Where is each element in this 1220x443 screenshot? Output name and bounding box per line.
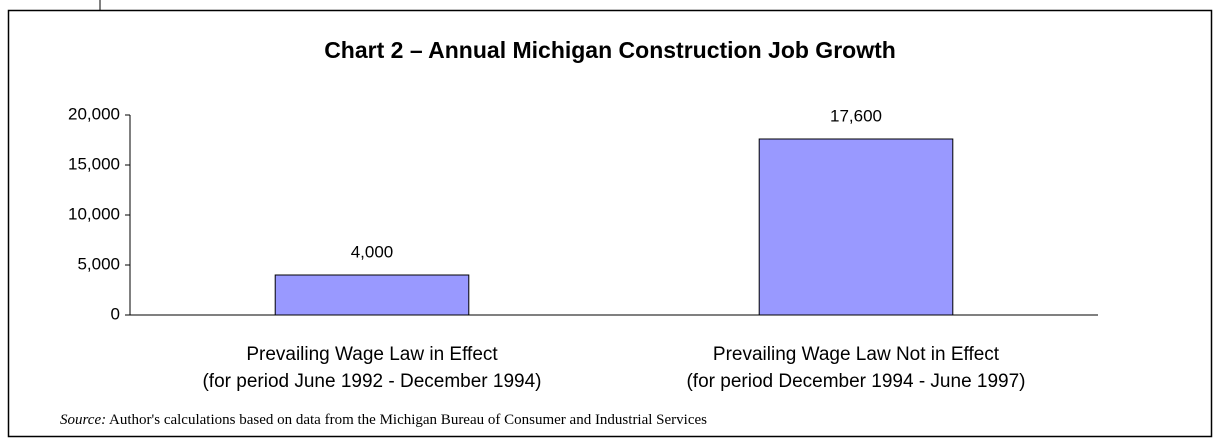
x-tick-label: (for period December 1994 - June 1997) bbox=[686, 371, 1025, 392]
x-tick-label: Prevailing Wage Law in Effect bbox=[246, 344, 498, 365]
y-tick-label: 20,000 bbox=[68, 104, 120, 123]
value-label: 17,600 bbox=[830, 106, 882, 125]
x-tick-label: (for period June 1992 - December 1994) bbox=[202, 371, 541, 392]
value-label: 4,000 bbox=[351, 242, 394, 261]
x-tick-label: Prevailing Wage Law Not in Effect bbox=[713, 344, 1000, 365]
y-tick-label: 0 bbox=[111, 304, 120, 323]
source: Source: Author's calculations based on d… bbox=[60, 412, 707, 428]
bar bbox=[758, 138, 954, 316]
y-tick-label: 15,000 bbox=[68, 154, 120, 173]
chart-frame bbox=[7, 9, 1213, 438]
source-label: Source: bbox=[60, 412, 106, 428]
bar bbox=[274, 274, 470, 316]
source-text: Author's calculations based on data from… bbox=[109, 412, 707, 428]
chart-title: Chart 2 – Annual Michigan Construction J… bbox=[324, 37, 896, 63]
y-tick-label: 5,000 bbox=[77, 254, 120, 273]
y-tick-label: 10,000 bbox=[68, 204, 120, 223]
